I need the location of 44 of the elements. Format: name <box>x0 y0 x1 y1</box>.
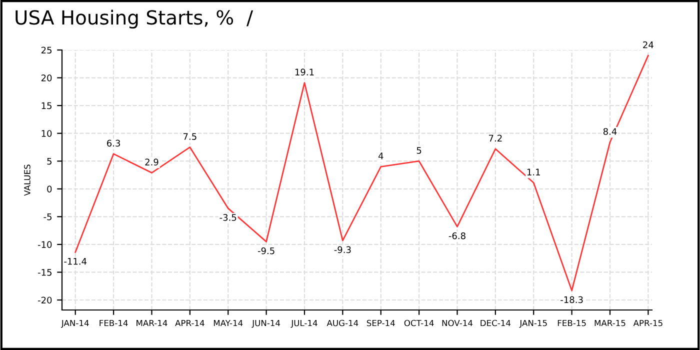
data-label: 5 <box>416 147 422 154</box>
data-label: 4 <box>378 152 384 160</box>
y-tick-label: 5 <box>47 158 52 165</box>
x-tick-label: MAY-14 <box>214 320 243 326</box>
x-tick-label: JAN-15 <box>519 320 547 328</box>
y-axis-title: VALUES <box>24 164 30 196</box>
x-tick-label: MAR-15 <box>594 320 626 326</box>
y-tick-label: -15 <box>38 269 52 276</box>
x-tick-label: AUG-14 <box>326 320 358 326</box>
x-tick-label: APR-15 <box>633 320 662 326</box>
data-label: 8.4 <box>603 128 617 135</box>
data-label: -6.8 <box>448 232 466 240</box>
y-tick-label: -20 <box>38 296 52 304</box>
x-tick-label: SEP-14 <box>366 320 395 326</box>
y-tick-label: 20 <box>41 74 52 82</box>
y-tick-label: 25 <box>41 46 52 54</box>
x-tick-label: FEB-14 <box>100 320 128 326</box>
x-tick-label: MAR-14 <box>136 320 168 326</box>
data-label: -9.3 <box>334 246 351 254</box>
data-label: -9.5 <box>258 247 274 254</box>
data-label: 1.1 <box>527 168 540 176</box>
x-tick-label: APR-14 <box>175 320 204 326</box>
data-label: 24 <box>643 41 654 48</box>
y-tick-label: 10 <box>42 130 52 137</box>
x-tick-label: DEC-14 <box>480 320 511 326</box>
x-tick-label: JUN-14 <box>252 320 280 328</box>
data-label: 7.5 <box>183 133 196 140</box>
y-tick-label: 0 <box>47 186 52 192</box>
data-label: 19.1 <box>295 68 314 76</box>
x-tick-label: NOV-14 <box>442 320 473 326</box>
x-tick-label: JUL-14 <box>290 320 318 328</box>
data-label: -11.4 <box>64 258 87 265</box>
x-tick-label: FEB-15 <box>558 320 586 326</box>
chart-title: USA Housing Starts, % / <box>16 10 254 29</box>
x-tick-label: JAN-14 <box>61 320 89 328</box>
data-label: -3.5 <box>220 214 236 221</box>
data-label: 6.3 <box>107 140 120 147</box>
data-label: 7.2 <box>488 134 502 142</box>
data-label: 2.9 <box>145 158 158 166</box>
y-tick-label: -5 <box>44 214 52 220</box>
y-tick-label: -10 <box>38 241 52 248</box>
x-tick-label: OCT-14 <box>404 320 434 326</box>
data-label: -18.3 <box>560 296 583 304</box>
y-tick-label: 15 <box>42 102 52 110</box>
